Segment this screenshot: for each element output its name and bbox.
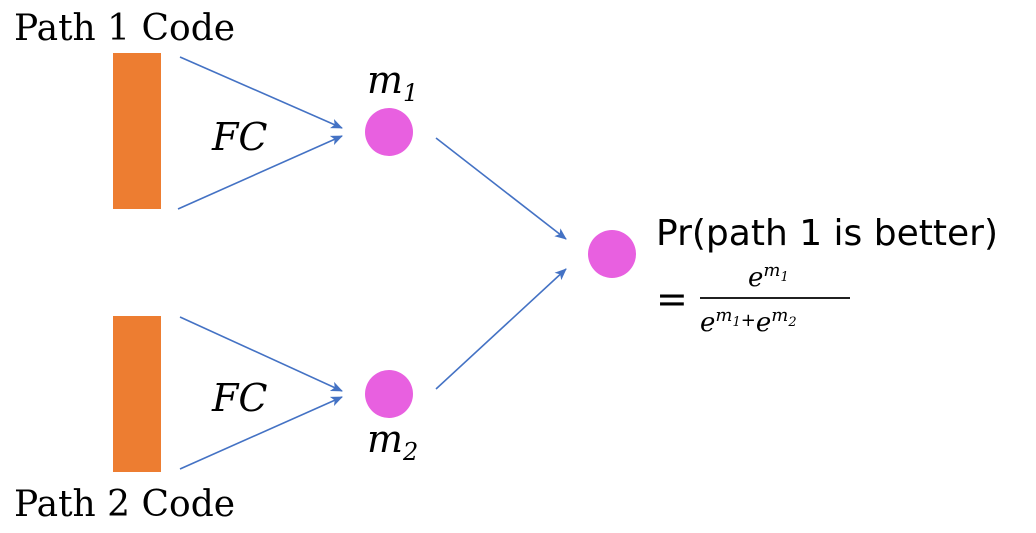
path-2-code-bar xyxy=(113,316,161,472)
fc-top-arrow-upper xyxy=(179,56,343,129)
m1-label: m1 xyxy=(367,58,418,107)
fraction-denominator: em1+em2 xyxy=(700,305,797,338)
path-1-code-label: Path 1 Code xyxy=(14,8,235,49)
path-2-code-label: Path 2 Code xyxy=(14,484,235,525)
result-label: Pr(path 1 is better) xyxy=(656,213,998,254)
fc-bottom-label: FC xyxy=(211,376,267,420)
m2-node xyxy=(365,370,413,418)
m1-to-output-arrow xyxy=(435,137,567,240)
fc-bottom-arrow-lower xyxy=(179,396,343,470)
m2-label: m2 xyxy=(367,417,418,466)
output-node xyxy=(588,230,636,278)
m1-node xyxy=(365,108,413,156)
path-1-code-bar xyxy=(113,53,161,209)
fc-bottom-arrow-upper xyxy=(179,316,343,392)
fc-top-arrow-lower xyxy=(177,135,343,210)
fraction-numerator: em1 xyxy=(748,260,789,293)
m2-to-output-arrow xyxy=(435,268,567,390)
fc-top-label: FC xyxy=(211,115,267,159)
equals-sign: = xyxy=(656,277,688,321)
